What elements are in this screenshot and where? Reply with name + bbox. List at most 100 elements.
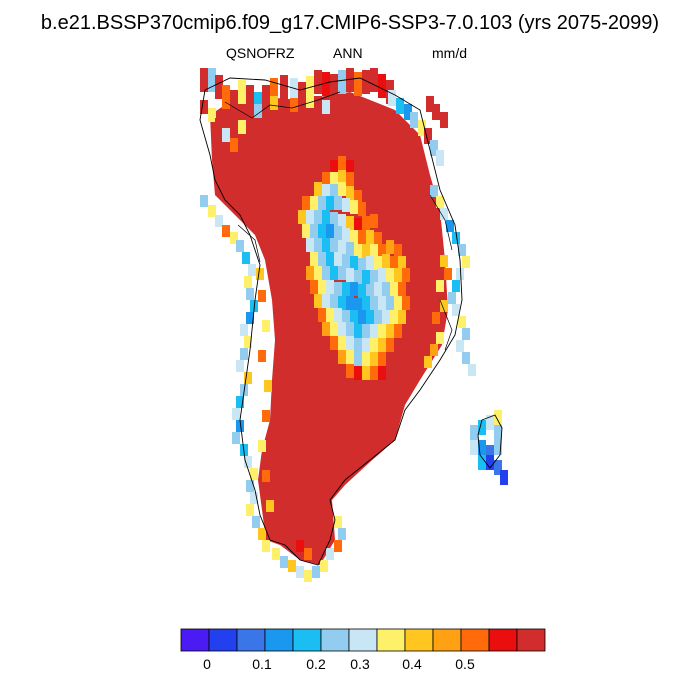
- map-cell: [338, 170, 346, 184]
- map-cell: [456, 268, 464, 280]
- map-cell: [326, 224, 334, 238]
- map-cell: [288, 560, 296, 572]
- map-cell: [330, 238, 338, 252]
- map-cell: [362, 216, 370, 230]
- map-cell: [318, 308, 326, 322]
- map-cell: [232, 432, 240, 444]
- map-cell: [354, 338, 362, 352]
- map-cell: [215, 118, 223, 132]
- map-cell: [430, 140, 438, 156]
- map-cell: [314, 294, 322, 308]
- map-cell: [330, 266, 338, 280]
- map-cell: [222, 128, 230, 142]
- map-cell: [362, 366, 370, 380]
- map-cell: [314, 70, 322, 94]
- map-cell: [314, 238, 322, 252]
- map-cell: [310, 252, 318, 266]
- map-cell: [314, 182, 322, 196]
- map-cell: [322, 238, 330, 252]
- map-cell: [338, 336, 346, 350]
- map-cell: [370, 68, 378, 92]
- map-cell: [404, 104, 412, 120]
- map-cell: [458, 316, 466, 328]
- map-cell: [222, 225, 230, 237]
- map-cell: [346, 160, 354, 174]
- map-cell: [246, 288, 254, 300]
- map-cell: [270, 96, 278, 110]
- colorbar-swatch: [432, 628, 462, 652]
- map-cell: [338, 156, 346, 170]
- map-cell: [354, 190, 362, 204]
- map-cell: [322, 266, 330, 280]
- map-cell: [322, 100, 330, 114]
- map-cell: [388, 90, 396, 106]
- map-cell: [354, 218, 362, 232]
- map-cell: [262, 410, 270, 422]
- map-cell: [366, 284, 374, 298]
- map-cell: [290, 98, 298, 112]
- map-cell: [452, 232, 460, 244]
- map-cell: [346, 336, 354, 350]
- map-cell: [342, 254, 350, 268]
- map-cell: [386, 338, 394, 352]
- map-cell: [236, 396, 244, 408]
- map-cell: [262, 100, 270, 114]
- map-cell: [258, 290, 266, 302]
- map-cell: [338, 182, 346, 196]
- map-cell: [424, 356, 432, 368]
- map-cell: [386, 296, 394, 310]
- colorbar-swatches: [180, 628, 546, 652]
- map-cell: [334, 252, 342, 266]
- map-cell: [346, 242, 354, 256]
- map-cell: [378, 296, 386, 310]
- map-cell: [270, 78, 278, 102]
- map-cell: [262, 320, 270, 332]
- map-cell: [494, 425, 502, 440]
- map-cell: [354, 270, 362, 284]
- map-cell: [350, 310, 358, 324]
- map-cell: [262, 540, 270, 552]
- map-cell: [238, 80, 246, 104]
- map-cell: [452, 304, 460, 316]
- colorbar-swatch: [320, 628, 350, 652]
- map-cell: [244, 336, 252, 348]
- map-cell: [440, 300, 448, 312]
- colorbar-tick-label: 0.1: [252, 656, 272, 672]
- map-cell: [390, 310, 398, 324]
- colorbar-swatch: [404, 628, 434, 652]
- map-cell: [248, 264, 256, 276]
- map-cell: [318, 252, 326, 266]
- colorbar-swatch: [208, 628, 238, 652]
- map-cell: [398, 310, 406, 324]
- map-cell: [362, 70, 370, 94]
- map-cell: [436, 150, 444, 166]
- map-cell: [452, 280, 460, 292]
- map-cell: [350, 230, 358, 244]
- map-cell: [322, 210, 330, 224]
- map-cell: [298, 82, 306, 106]
- map-cell: [318, 280, 326, 294]
- map-cell: [334, 196, 342, 210]
- coastline: [199, 77, 463, 566]
- map-cell: [500, 470, 508, 485]
- map-cell: [338, 266, 346, 280]
- map-cell: [322, 184, 330, 198]
- map-cell: [256, 268, 264, 280]
- map-cell: [398, 256, 406, 270]
- map-cell: [424, 128, 432, 144]
- map-cell: [440, 112, 448, 128]
- map-cell: [362, 352, 370, 366]
- map-cell: [272, 548, 280, 560]
- map-cell: [374, 310, 382, 324]
- map-cell: [240, 348, 248, 360]
- map-cell: [346, 172, 354, 186]
- map-cell: [370, 214, 378, 228]
- variable-label: QSNOFRZ: [226, 45, 295, 61]
- map-cell: [378, 268, 386, 282]
- map-cell: [296, 540, 304, 552]
- map-cell: [358, 284, 366, 298]
- map-cell: [378, 324, 386, 338]
- colorbar-tick-label: 0: [203, 656, 211, 672]
- map-cell: [200, 100, 208, 114]
